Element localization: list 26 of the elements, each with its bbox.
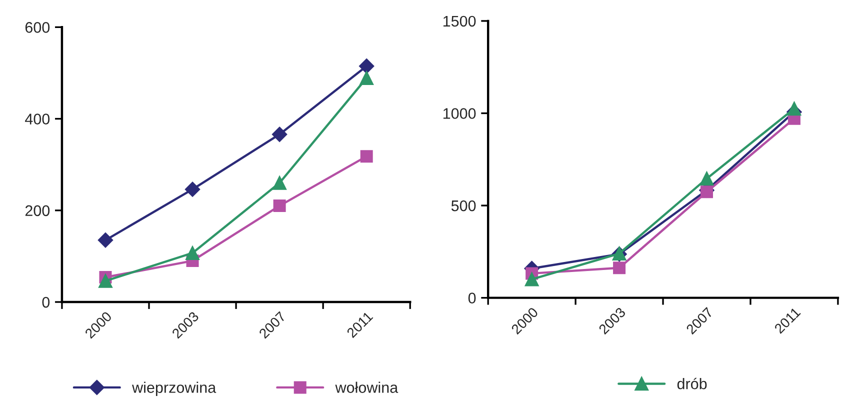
point [98, 274, 112, 288]
legend-label: drób [677, 378, 707, 390]
legend-label: wieprzowina [132, 382, 216, 396]
point [787, 102, 802, 116]
point [613, 262, 626, 274]
point [524, 272, 539, 286]
legend-label: wołowina [335, 382, 398, 393]
point [360, 71, 374, 85]
point [186, 246, 200, 260]
point [700, 186, 713, 198]
y-tick-label: 1500 [443, 16, 476, 27]
y-tick-label: 400 [25, 114, 50, 124]
point [98, 232, 114, 248]
y-tick-label: 0 [42, 296, 50, 308]
y-tick-label: 600 [25, 22, 50, 33]
point [184, 182, 200, 197]
y-tick-label: 0 [468, 292, 476, 304]
point [359, 58, 374, 74]
point [700, 172, 714, 186]
point [272, 176, 287, 190]
point [272, 126, 288, 142]
y-tick-label: 500 [451, 200, 476, 212]
point [360, 150, 373, 163]
y-tick-label: 200 [25, 205, 50, 216]
y-tick-label: 1000 [443, 108, 476, 119]
point [273, 200, 286, 212]
